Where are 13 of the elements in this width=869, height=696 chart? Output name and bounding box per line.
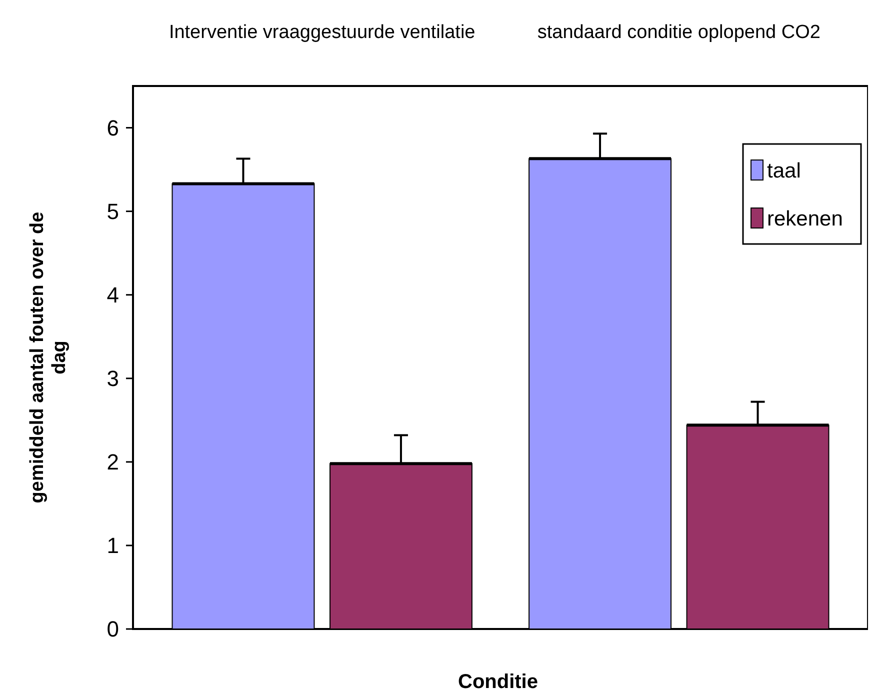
y-tick-label: 0 [106,616,119,642]
legend-label: rekenen [767,207,843,230]
y-tick-label: 4 [106,282,119,308]
legend-label: taal [767,159,801,182]
y-tick-label: 6 [106,115,119,140]
x-tick-label: standaard conditie oplopend CO2 [537,22,820,43]
y-axis-title: gemiddeld aantal fouten over de dag [27,212,70,504]
y-tick-label: 3 [106,366,119,392]
y-tick-label: 5 [106,199,119,224]
x-tick-label: Interventie vraaggestuurde ventilatie [168,22,476,43]
y-tick-label: 2 [106,450,119,475]
x-axis-title: Conditie [458,671,538,693]
y-tick-label: 1 [106,533,119,558]
